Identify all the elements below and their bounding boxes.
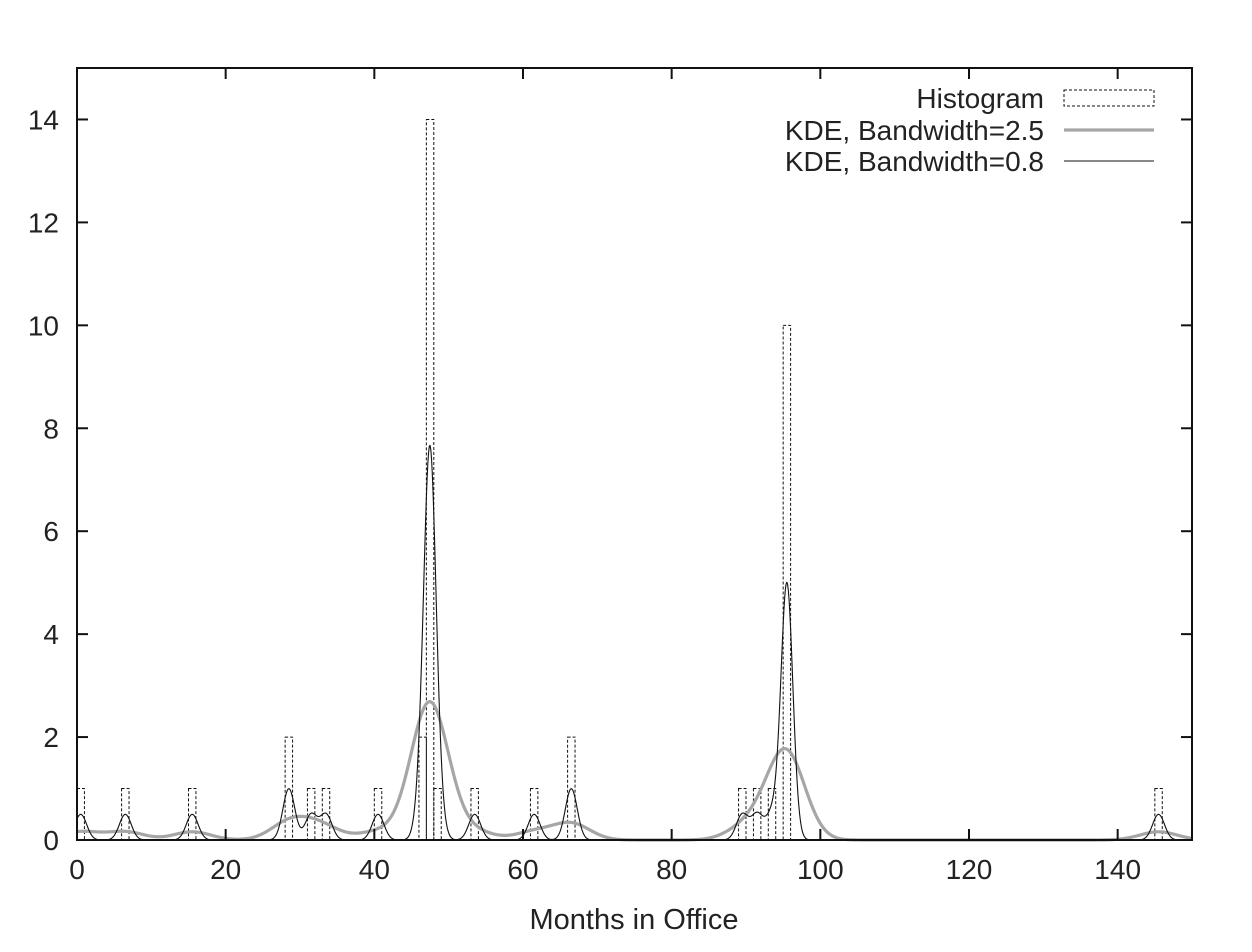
y-tick-label: 4 (43, 619, 59, 650)
legend-label-kde-2-5: KDE, Bandwidth=2.5 (785, 115, 1044, 146)
kde-curve-bandwidth-2-5 (76, 700, 1193, 842)
y-tick-label: 12 (28, 207, 59, 238)
x-tick-label: 20 (210, 854, 241, 885)
y-tick-label: 10 (28, 310, 59, 341)
histogram-bar (433, 788, 442, 841)
x-tick-label: 100 (797, 854, 844, 885)
plot-marks (76, 118, 1193, 842)
x-axis-label: Months in Office (529, 904, 738, 936)
histogram-bar (418, 736, 427, 841)
y-tick-label: 2 (43, 722, 59, 753)
legend-label-histogram: Histogram (916, 83, 1044, 114)
legend-swatch-histogram (1063, 89, 1155, 107)
x-tick-label: 40 (359, 854, 390, 885)
x-tick-label: 140 (1094, 854, 1141, 885)
y-tick-label: 14 (28, 104, 59, 135)
x-tick-label: 60 (507, 854, 538, 885)
y-tick-label: 8 (43, 413, 59, 444)
axes: 0 20 40 60 80 100 120 140 0 2 4 6 8 10 12 14 (28, 67, 1193, 885)
y-tick-label: 6 (43, 516, 59, 547)
x-tick-label: 120 (946, 854, 993, 885)
x-tick-label: 0 (69, 854, 85, 885)
histogram-bar (767, 788, 777, 841)
plot-frame (76, 67, 1193, 841)
y-tick-label: 0 (43, 825, 59, 856)
kde-curve-bandwidth-0-8 (76, 444, 1192, 841)
x-tick-label: 80 (656, 854, 687, 885)
legend-label-kde-0-8: KDE, Bandwidth=0.8 (785, 146, 1044, 177)
